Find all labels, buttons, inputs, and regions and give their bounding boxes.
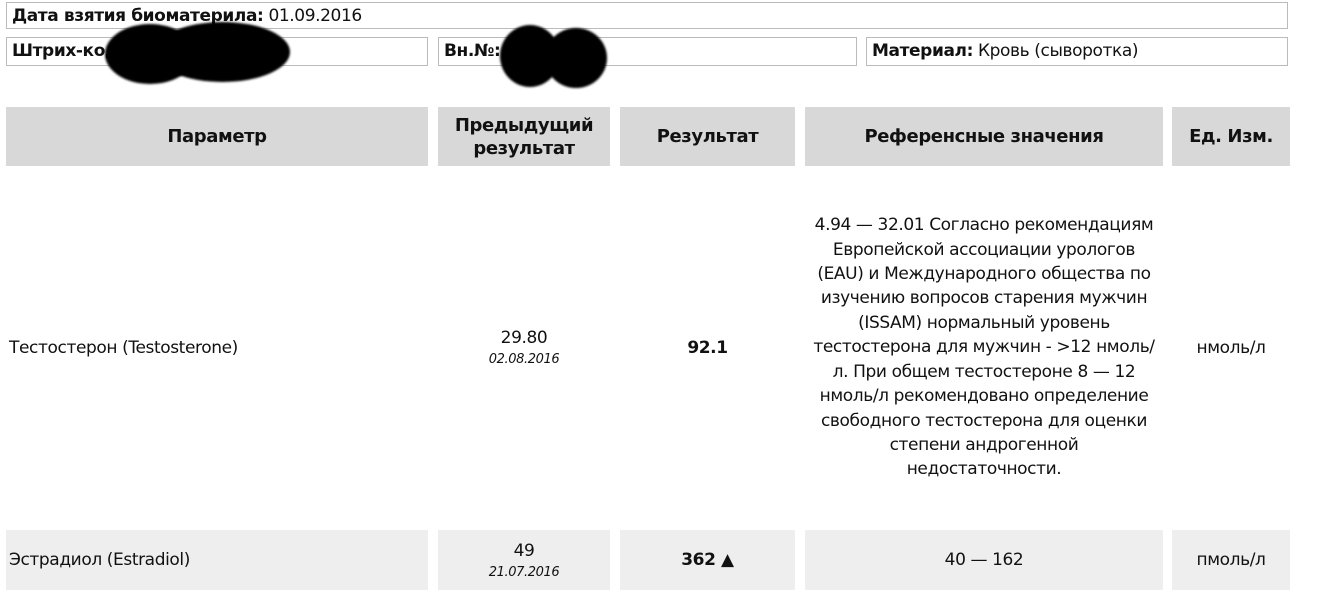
parameter-name: Эстрадиол (Estradiol): [6, 530, 428, 590]
column-header-previous-result: Предыдущий результат: [438, 107, 610, 166]
internal-number-field: Вн.№:: [438, 37, 857, 66]
material-value: Кровь (сыворотка): [978, 41, 1139, 61]
result-value: 362 ▲: [620, 530, 795, 590]
barcode-label: Штрих-код:: [12, 41, 125, 61]
column-header-parameter: Параметр: [6, 107, 428, 166]
parameter-name: Тестостерон (Testosterone): [9, 337, 238, 358]
collection-date-value: 01.09.2016: [268, 6, 362, 26]
unit: нмоль/л: [1196, 337, 1266, 358]
previous-result: 29.80 02.08.2016: [438, 166, 610, 529]
internal-number-label: Вн.№:: [444, 41, 501, 61]
previous-date: 02.08.2016: [488, 352, 560, 367]
previous-value: 29.80: [500, 328, 548, 348]
redaction-mark: [545, 28, 607, 88]
result-value: 92.1: [687, 337, 728, 358]
column-header-reference: Референсные значения: [805, 107, 1163, 166]
reference-values: 40 — 162: [805, 530, 1163, 590]
previous-result: 49 21.07.2016: [438, 530, 610, 590]
material-label: Материал:: [872, 41, 973, 61]
column-header-result: Результат: [620, 107, 795, 166]
previous-date: 21.07.2016: [488, 564, 560, 580]
column-header-unit: Ед. Изм.: [1172, 107, 1290, 166]
reference-values: 4.94 — 32.01 Согласно рекомендациям Евро…: [813, 215, 1155, 480]
unit: пмоль/л: [1172, 530, 1290, 590]
previous-value: 49: [513, 540, 535, 561]
collection-date-label: Дата взятия биоматерила:: [12, 6, 264, 26]
collection-date-field: Дата взятия биоматерила: 01.09.2016: [6, 2, 1288, 29]
redaction-mark: [155, 22, 290, 82]
material-field: Материал: Кровь (сыворотка): [866, 37, 1288, 66]
